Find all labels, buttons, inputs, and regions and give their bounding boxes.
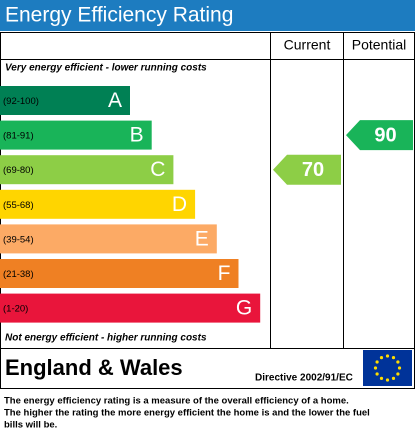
eu-stars	[373, 354, 402, 382]
band	[0, 120, 152, 150]
band	[0, 189, 196, 219]
star	[375, 360, 379, 364]
star	[385, 378, 390, 382]
footer-text: The energy efficiency rating is a measur…	[4, 396, 349, 407]
band	[0, 86, 130, 115]
band-range: (92-100)	[3, 96, 39, 107]
band-range: (69-80)	[3, 165, 34, 176]
star	[396, 360, 400, 364]
title-bar	[0, 0, 415, 31]
top-note: Very energy efficient - lower running co…	[5, 63, 207, 74]
band-range: (1-20)	[3, 304, 28, 315]
column-header: Current	[284, 37, 331, 53]
rating-arrow	[273, 154, 341, 185]
region: England & Wales	[5, 355, 183, 380]
bottom-note: Not energy efficient - higher running co…	[5, 333, 207, 344]
band-letter: A	[108, 89, 122, 112]
band-letter: E	[195, 227, 209, 250]
column-header: Potential	[352, 37, 406, 53]
band-letter: G	[236, 297, 252, 320]
star	[375, 372, 379, 376]
footer-text: The higher the rating the more energy ef…	[4, 408, 370, 419]
band	[0, 155, 174, 185]
star	[373, 366, 378, 370]
chart-title: Energy Efficiency Rating	[5, 4, 233, 27]
rating-value: 70	[302, 159, 324, 181]
star	[397, 366, 402, 370]
band-range: (21-38)	[3, 269, 34, 280]
band-letter: D	[172, 193, 187, 216]
band	[0, 293, 261, 323]
band-letter: C	[150, 158, 165, 181]
star	[379, 376, 384, 380]
star	[396, 372, 400, 376]
band	[0, 259, 239, 288]
band-letter: B	[130, 124, 144, 147]
footer-text: bills will be.	[4, 420, 57, 431]
band-letter: F	[218, 262, 231, 285]
star	[385, 354, 390, 358]
rating-arrow	[346, 120, 413, 151]
rating-value: 90	[374, 124, 396, 146]
star	[391, 376, 396, 380]
directive: Directive 2002/91/EC	[255, 373, 353, 384]
band	[0, 224, 217, 254]
band-range: (55-68)	[3, 200, 34, 211]
band-range: (81-91)	[3, 131, 34, 142]
star	[391, 356, 396, 360]
band-range: (39-54)	[3, 234, 34, 245]
star	[379, 356, 384, 360]
